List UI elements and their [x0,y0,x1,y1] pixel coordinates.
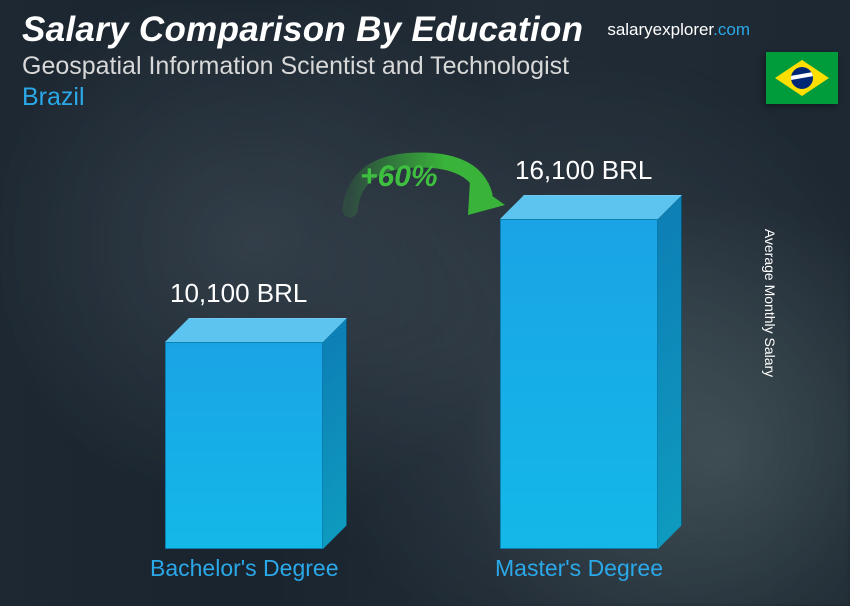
country-flag-icon [766,52,838,104]
job-title: Geospatial Information Scientist and Tec… [22,52,828,81]
bar-bachelors: 10,100 BRL Bachelor's Degree [150,342,339,582]
bar-category-label: Bachelor's Degree [150,555,339,582]
bar-front-face [165,342,323,549]
bar-masters: 16,100 BRL Master's Degree [495,219,663,582]
bar-3d [165,342,323,549]
source-domain: .com [713,20,750,39]
bar-top-face [165,318,347,342]
flag-circle [791,67,813,89]
bar-front-face [500,219,658,549]
bar-3d [500,219,658,549]
source-name: salaryexplorer [607,20,713,39]
bar-side-face [658,195,682,549]
flag-diamond [775,60,829,96]
bar-chart: 10,100 BRL Bachelor's Degree 16,100 BRL … [0,162,810,582]
bar-value-label: 16,100 BRL [515,155,652,186]
bar-side-face [323,318,347,549]
source-attribution: salaryexplorer.com [607,20,750,40]
bar-category-label: Master's Degree [495,555,663,582]
country-name: Brazil [22,83,828,112]
bar-top-face [500,195,682,219]
bar-value-label: 10,100 BRL [170,278,307,309]
